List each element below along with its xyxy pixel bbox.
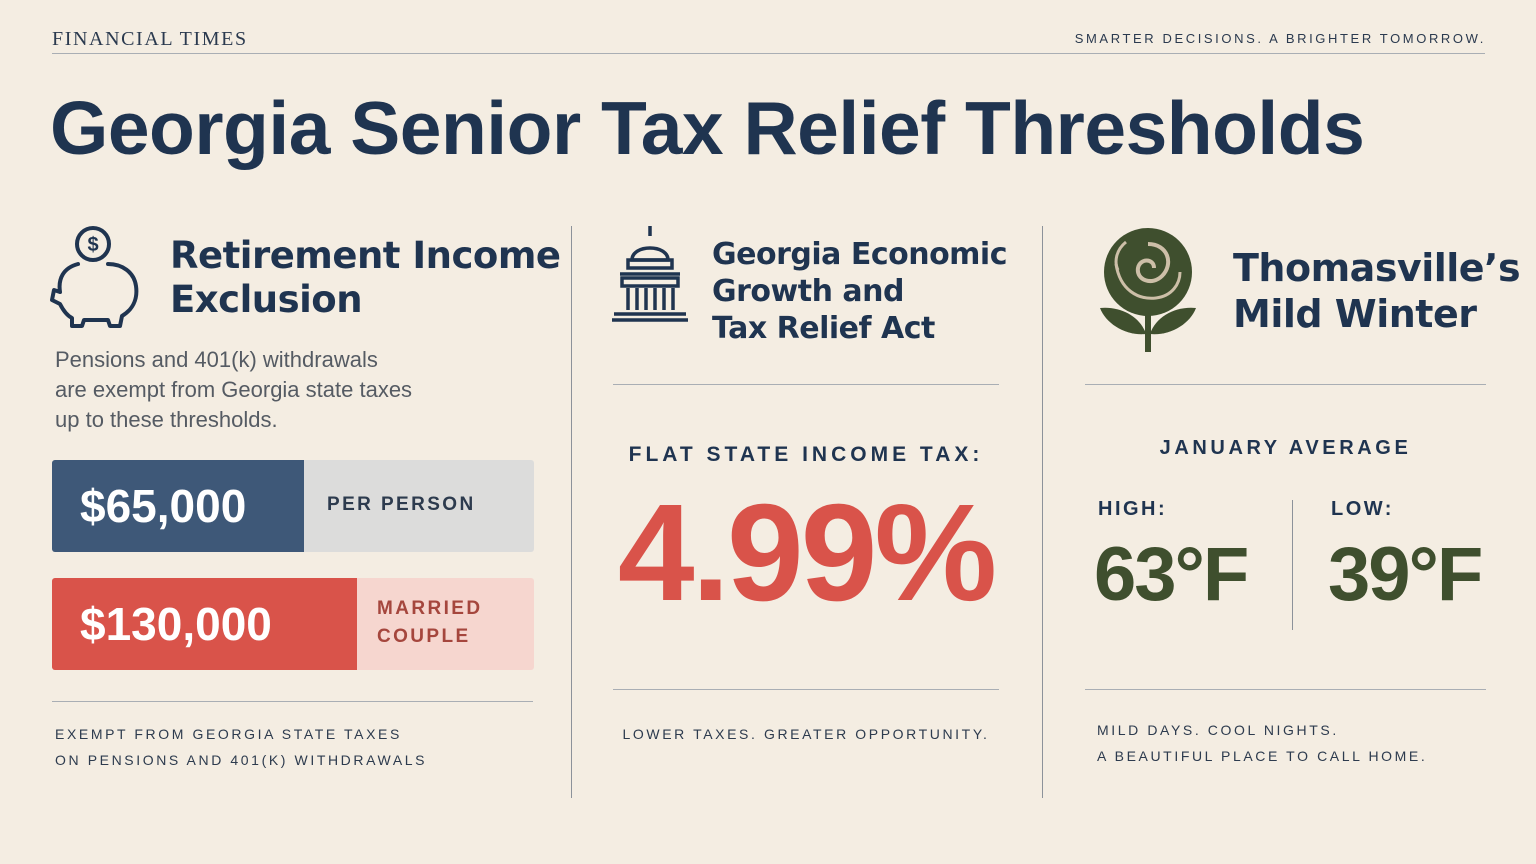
temperature-label: JANUARY AVERAGE bbox=[1159, 437, 1412, 459]
amount: $130,000 bbox=[80, 598, 272, 650]
threshold-box: $65,000 PER PERSON bbox=[52, 460, 534, 552]
panel-footer: EXEMPT FROM GEORGIA STATE TAXES ON PENSI… bbox=[55, 721, 427, 773]
amount: $65,000 bbox=[80, 480, 247, 532]
heading-line: Growth and bbox=[712, 274, 904, 309]
footer-line: LOWER TAXES. GREATER OPPORTUNITY. bbox=[622, 726, 990, 742]
panel-heading: Retirement Income Exclusion bbox=[170, 234, 561, 322]
panel-footer: LOWER TAXES. GREATER OPPORTUNITY. bbox=[613, 721, 999, 747]
svg-text:$: $ bbox=[87, 234, 98, 256]
threshold-box: $130,000 MARRIED COUPLE bbox=[52, 578, 534, 670]
high-value: 63°F bbox=[1094, 532, 1249, 617]
rate: 4.99% bbox=[617, 476, 997, 630]
panel-rule bbox=[1085, 384, 1486, 385]
header-rule bbox=[52, 53, 1485, 54]
low-value: 39°F bbox=[1328, 532, 1483, 617]
footer-line: MILD DAYS. COOL NIGHTS. bbox=[1097, 722, 1339, 738]
capitol-icon bbox=[612, 226, 688, 322]
column-divider bbox=[571, 226, 572, 798]
description-line: are exempt from Georgia state taxes bbox=[55, 377, 413, 402]
high-label: HIGH: bbox=[1098, 498, 1168, 520]
footer-line: ON PENSIONS AND 401(K) WITHDRAWALS bbox=[55, 752, 428, 768]
temperature-divider bbox=[1292, 500, 1293, 630]
description-line: up to these thresholds. bbox=[55, 407, 278, 432]
panel-rule bbox=[1085, 689, 1486, 690]
label-line: COUPLE bbox=[377, 626, 471, 647]
footer-line: A BEAUTIFUL PLACE TO CALL HOME. bbox=[1097, 748, 1428, 764]
label-line: PER PERSON bbox=[327, 494, 476, 515]
rate-label: FLAT STATE INCOME TAX: bbox=[628, 443, 984, 466]
panel-footer: MILD DAYS. COOL NIGHTS. A BEAUTIFUL PLAC… bbox=[1097, 717, 1427, 769]
label-line: MARRIED bbox=[377, 598, 483, 619]
amount-block bbox=[52, 460, 304, 552]
threshold-label: PER PERSON bbox=[327, 494, 476, 516]
tagline: SMARTER DECISIONS. A BRIGHTER TOMORROW. bbox=[1074, 31, 1486, 46]
panel-heading: Thomasville’s Mild Winter bbox=[1233, 245, 1521, 337]
heading-line: Tax Relief Act bbox=[712, 311, 935, 346]
rose-icon bbox=[1100, 228, 1196, 352]
heading-line: Georgia Economic bbox=[712, 237, 1008, 272]
column-divider bbox=[1042, 226, 1043, 798]
panel-rule bbox=[613, 689, 999, 690]
amount-block bbox=[52, 578, 357, 670]
publisher: FINANCIAL TIMES bbox=[52, 28, 248, 50]
threshold-label: MARRIED COUPLE bbox=[377, 595, 482, 651]
heading-line: Retirement Income bbox=[170, 234, 561, 277]
heading-line: Exclusion bbox=[170, 278, 363, 321]
low-label: LOW: bbox=[1331, 498, 1394, 520]
heading-line: Mild Winter bbox=[1233, 292, 1477, 336]
description-line: Pensions and 401(k) withdrawals bbox=[55, 347, 378, 372]
footer-line: EXEMPT FROM GEORGIA STATE TAXES bbox=[55, 726, 402, 742]
panel-heading: Georgia Economic Growth and Tax Relief A… bbox=[712, 236, 1008, 347]
piggy-bank-icon: $ bbox=[50, 226, 139, 328]
title: Georgia Senior Tax Relief Thresholds bbox=[50, 86, 1365, 170]
heading-line: Thomasville’s bbox=[1233, 246, 1521, 290]
panel-rule bbox=[613, 384, 999, 385]
panel-rule bbox=[52, 701, 533, 702]
description: Pensions and 401(k) withdrawals are exem… bbox=[55, 345, 412, 435]
